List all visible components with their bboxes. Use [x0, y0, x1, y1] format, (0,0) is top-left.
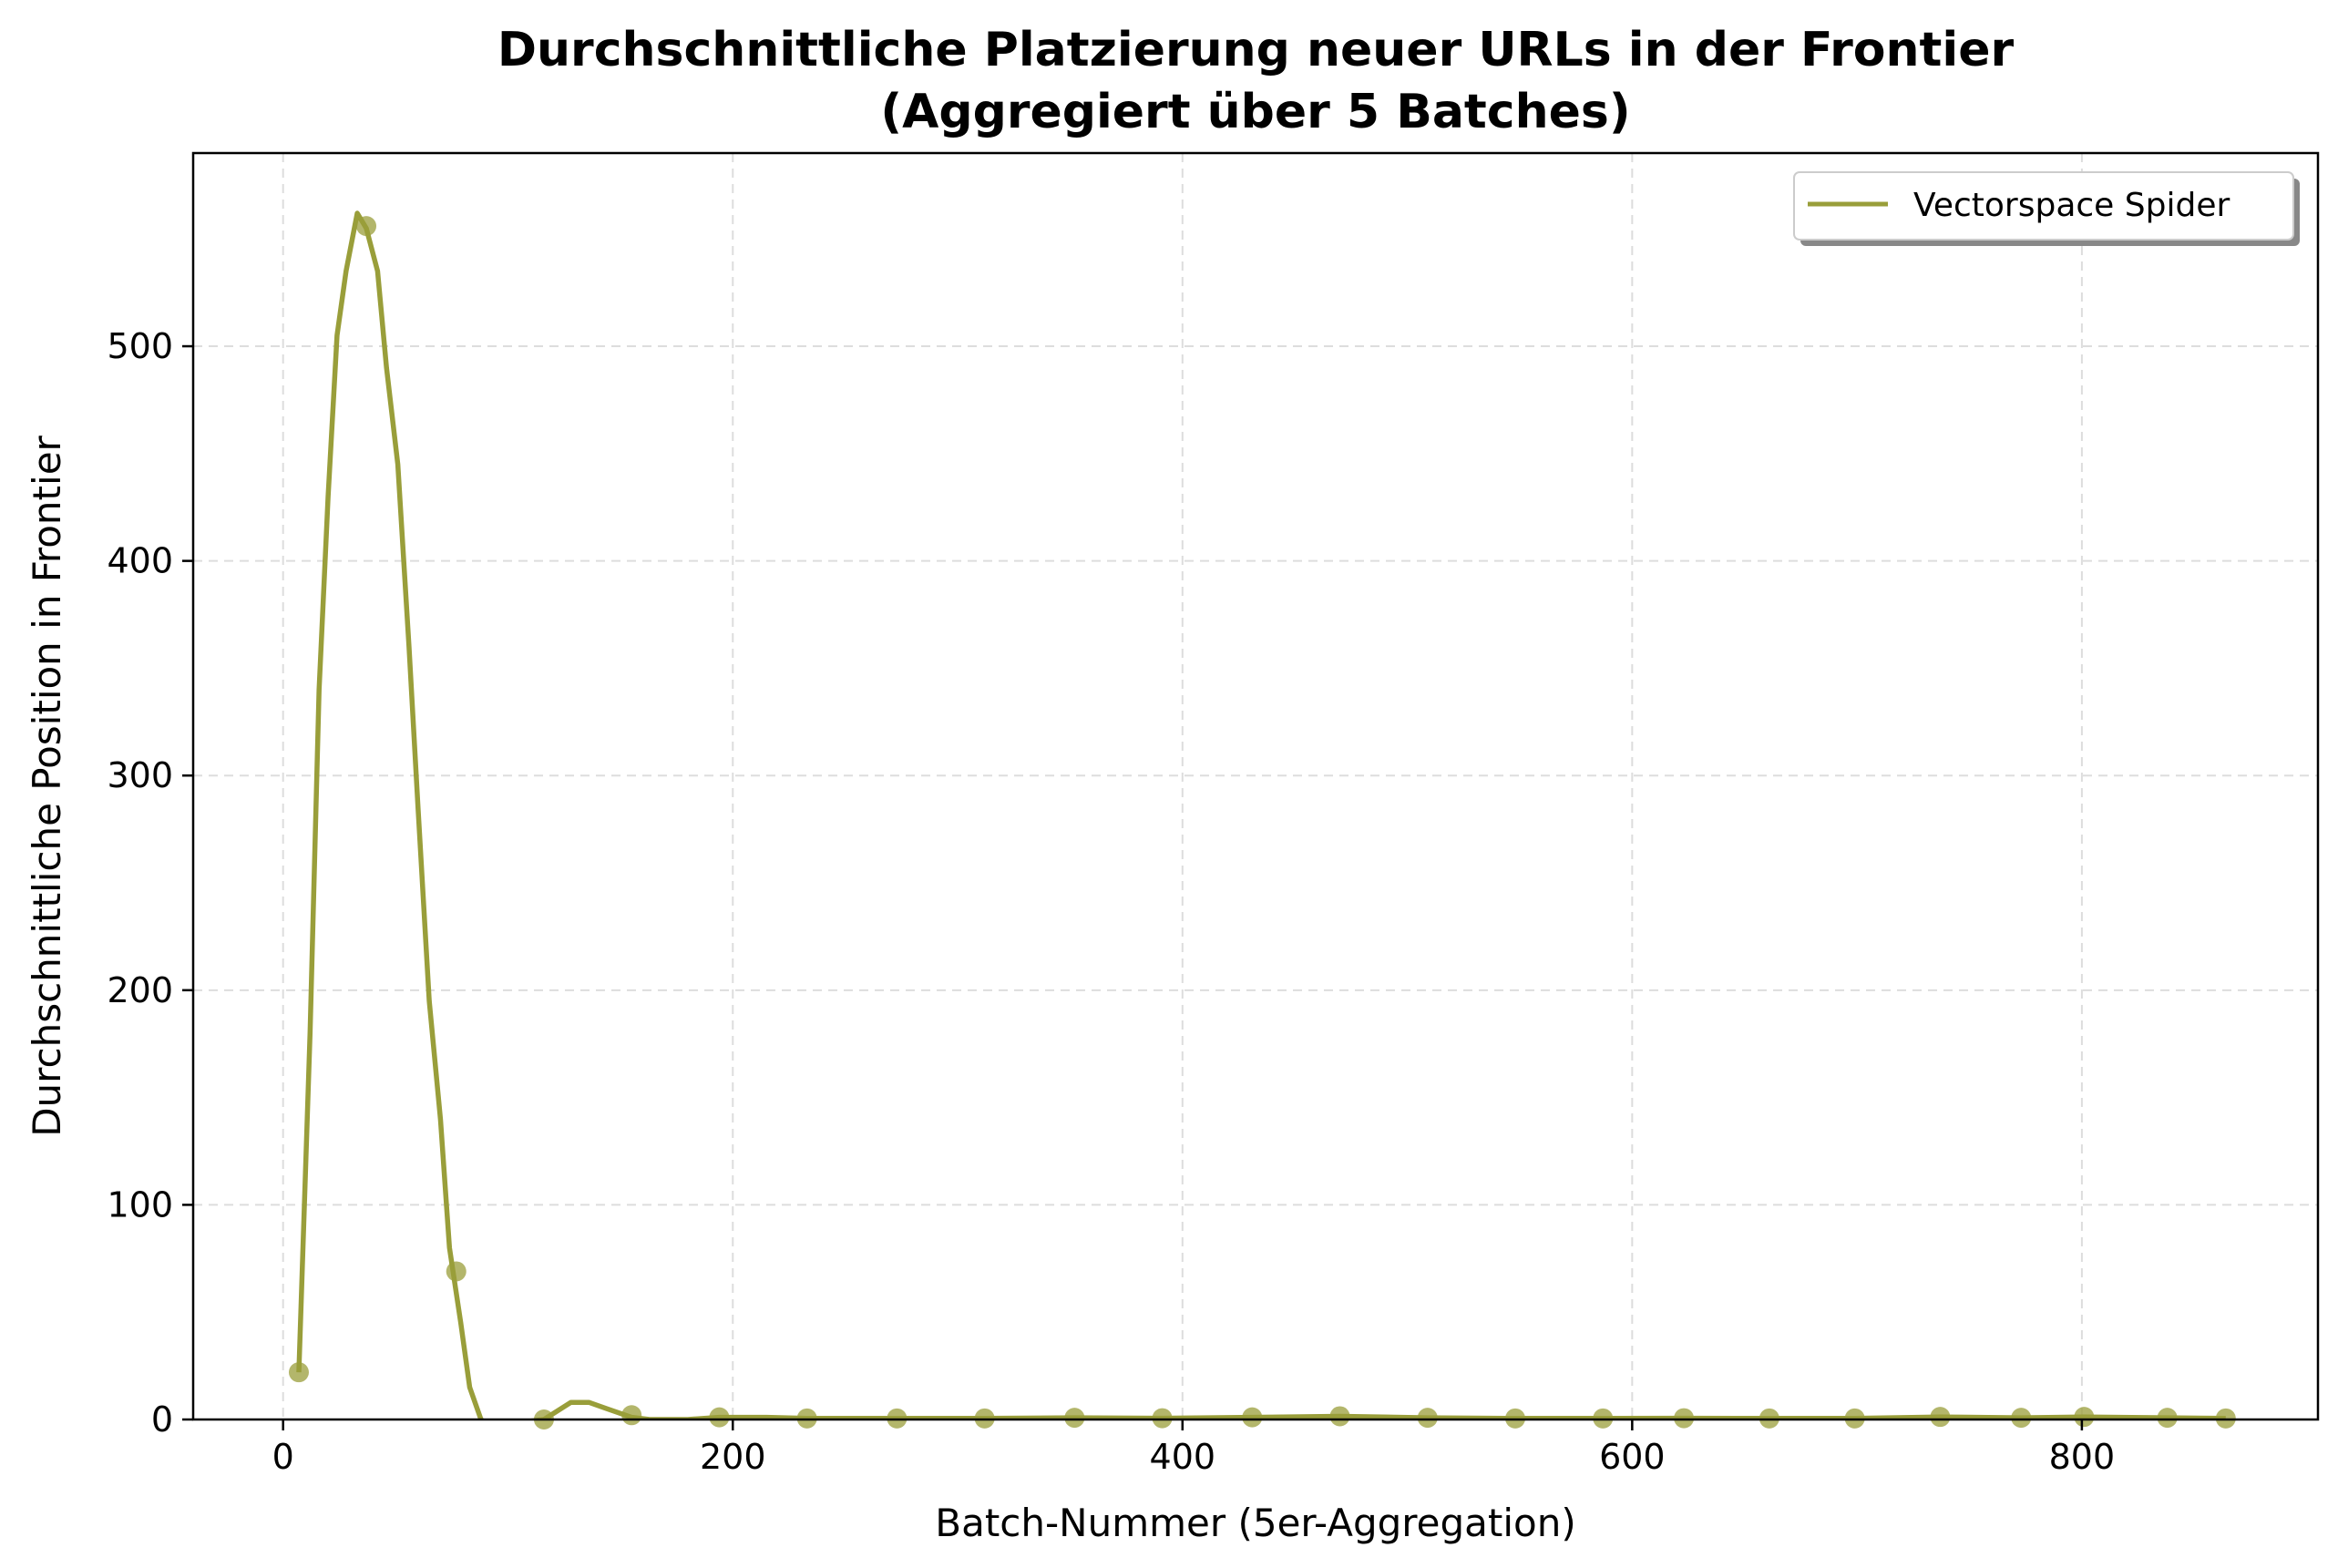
series-line-0 [296, 210, 2226, 1419]
data-point [1152, 1408, 1173, 1429]
data-point [2157, 1408, 2178, 1429]
data-point [1417, 1408, 1438, 1429]
chart-subtitle: (Aggregiert über 5 Batches) [880, 85, 1630, 139]
data-point [1329, 1406, 1350, 1427]
x-tick-label: 800 [2049, 1437, 2116, 1477]
x-axis-ticks: 0 200 400 600 800 [272, 1419, 2116, 1477]
data-point [356, 216, 377, 237]
x-tick-label: 600 [1599, 1437, 1666, 1477]
chart-title: Durchschnittliche Platzierung neuer URLs… [497, 23, 2015, 77]
legend: Vectorspace Spider [1793, 171, 2300, 246]
y-tick-label: 0 [151, 1399, 173, 1440]
y-tick-label: 200 [107, 970, 173, 1010]
x-axis-label: Batch-Nummer (5er-Aggregation) [935, 1501, 1575, 1545]
legend-box [1793, 171, 2294, 241]
x-tick-label: 0 [272, 1437, 294, 1477]
y-tick-label: 300 [107, 755, 173, 795]
data-point [709, 1407, 730, 1428]
y-axis-ticks: 0 100 200 300 400 500 [107, 326, 193, 1440]
y-tick-label: 400 [107, 541, 173, 581]
plot-frame [191, 151, 2320, 1421]
series-layer [288, 210, 2236, 1430]
x-tick-label: 400 [1150, 1437, 1216, 1477]
x-tick-label: 200 [700, 1437, 766, 1477]
data-point [1674, 1408, 1695, 1429]
data-point [2074, 1407, 2095, 1428]
y-axis-label: Durchschnittliche Position in Frontier [25, 435, 69, 1136]
data-point [1930, 1407, 1951, 1428]
data-point [621, 1405, 642, 1426]
data-point [1242, 1407, 1263, 1428]
legend-label-vectorspace-spider: Vectorspace Spider [1913, 187, 2230, 224]
y-tick-label: 500 [107, 326, 173, 366]
data-point [2011, 1408, 2032, 1429]
data-point [446, 1261, 467, 1282]
data-point [288, 1362, 309, 1383]
y-tick-label: 100 [107, 1184, 173, 1225]
data-point [1064, 1408, 1085, 1429]
